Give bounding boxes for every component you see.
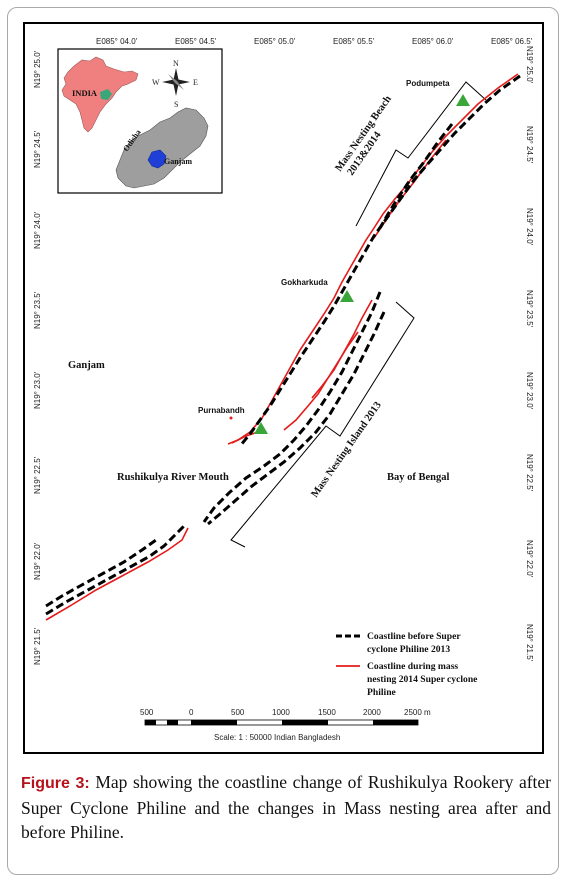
beach-bracket — [355, 81, 487, 227]
top-tick-2: E085° 04.5' — [175, 37, 217, 46]
left-axis: N19° 25.0' N19° 24.5' N19° 24.0' N19° 23… — [33, 50, 42, 665]
left-tick-8: N19° 21.5' — [33, 627, 42, 665]
top-tick-5: E085° 06.0' — [412, 37, 454, 46]
left-tick-3: N19° 24.0' — [33, 211, 42, 249]
scale-label-1: 500 — [140, 708, 154, 717]
scale-bar: 500 0 500 1000 1500 2000 2500 m Scale: 1… — [140, 708, 431, 742]
left-tick-6: N19° 22.5' — [33, 456, 42, 494]
odisha-inset-highlight — [100, 89, 112, 100]
top-tick-6: E085° 06.5' — [491, 37, 533, 46]
compass-east: E — [193, 78, 198, 87]
right-axis: N19° 25.0' N19° 24.5' N19° 24.0' N19° 23… — [525, 46, 534, 662]
right-tick-4: N19° 23.5' — [525, 290, 534, 328]
scale-label-4: 1000 — [272, 708, 290, 717]
figure-label: Figure 3: — [21, 775, 90, 792]
left-tick-2: N19° 24.5' — [33, 130, 42, 168]
inset-ganjam-label: Ganjam — [164, 157, 192, 166]
left-tick-4: N19° 23.5' — [33, 291, 42, 329]
india-shape — [61, 56, 139, 133]
compass-north: N — [173, 59, 179, 68]
right-tick-2: N19° 24.5' — [525, 126, 534, 164]
coastline-before-2013 — [45, 74, 521, 616]
left-tick-5: N19° 23.0' — [33, 371, 42, 409]
top-tick-4: E085° 05.5' — [333, 37, 375, 46]
label-purnabandh: Purnabandh — [198, 406, 245, 415]
scale-label-2: 0 — [189, 708, 194, 717]
right-tick-7: N19° 22.0' — [525, 540, 534, 578]
inset-india-label: INDIA — [72, 88, 98, 98]
turtle-icon-purnabandh — [254, 422, 268, 434]
island-bracket — [230, 301, 415, 548]
label-mass-nesting-island: Mass Nesting Island 2013 — [309, 400, 383, 500]
ganjam-shape — [147, 149, 167, 169]
turtle-markers — [229, 94, 470, 434]
scale-label-6: 2000 — [363, 708, 381, 717]
legend: Coastline before Super cyclone Philine 2… — [336, 631, 478, 698]
legend-before-line2: cyclone Philine 2013 — [367, 644, 450, 655]
turtle-icon-gokharkuda — [340, 290, 354, 302]
purnabandh-red-dot — [229, 416, 233, 420]
legend-during-line1: Coastline during mass — [367, 661, 458, 672]
compass-south: S — [174, 100, 178, 109]
figure-caption-text: Map showing the coastline change of Rush… — [21, 772, 552, 842]
turtle-icon-podumpeta — [456, 94, 470, 106]
legend-before-line1: Coastline before Super — [367, 631, 461, 642]
legend-during-line3: Philine — [367, 687, 397, 698]
figure-caption: Figure 3: Map showing the coastline chan… — [21, 770, 551, 844]
label-bay-of-bengal: Bay of Bengal — [387, 472, 450, 483]
scale-text: Scale: 1 : 50000 Indian Bangladesh — [214, 733, 340, 742]
left-tick-1: N19° 25.0' — [33, 50, 42, 88]
label-podumpeta: Podumpeta — [406, 79, 450, 88]
scale-label-5: 1500 — [318, 708, 336, 717]
compass-icon: N S E W — [152, 59, 198, 109]
page-frame — [7, 7, 559, 875]
top-tick-3: E085° 05.0' — [254, 37, 296, 46]
top-axis: E085° 04.0' E085° 04.5' E085° 05.0' E085… — [96, 37, 533, 46]
label-river-mouth: Rushikulya River Mouth — [117, 472, 229, 483]
scale-label-3: 500 — [231, 708, 245, 717]
left-tick-7: N19° 22.0' — [33, 542, 42, 580]
legend-during-line2: nesting 2014 Super cyclone — [367, 674, 478, 685]
right-tick-3: N19° 24.0' — [525, 208, 534, 246]
right-tick-6: N19° 22.5' — [525, 454, 534, 492]
right-tick-1: N19° 25.0' — [525, 46, 534, 84]
top-tick-1: E085° 04.0' — [96, 37, 138, 46]
compass-west: W — [152, 78, 160, 87]
label-gokharkuda: Gokharkuda — [281, 278, 328, 287]
right-tick-5: N19° 23.0' — [525, 372, 534, 410]
odisha-shape — [115, 107, 209, 189]
label-ganjam: Ganjam — [68, 360, 105, 371]
scale-label-7: 2500 m — [404, 708, 431, 717]
inset-map: INDIA Odisha Ganjam N S E W — [57, 48, 223, 194]
right-tick-8: N19° 21.5' — [525, 624, 534, 662]
